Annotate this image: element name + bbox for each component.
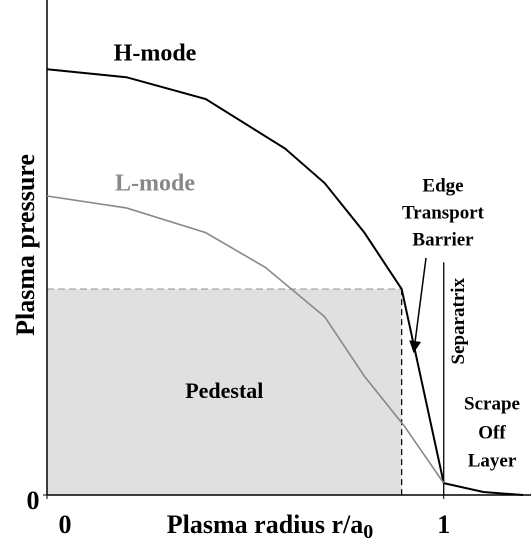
separatrix-label: Separatrix [448,277,469,364]
annotation: Off [478,422,506,443]
pedestal-label: Pedestal [185,378,263,403]
annotation: Barrier [412,229,474,250]
arrow [409,257,427,353]
annotation: Layer [468,450,517,471]
series-label: H-mode [114,41,197,67]
pedestal-region [47,289,402,495]
series-label: L-mode [115,171,195,197]
x-axis-label-main: Plasma radius r/a [167,510,363,539]
x-tick-label: 0 [59,510,72,539]
annotation: Transport [402,202,485,223]
line-series [46,68,524,496]
background-layer [47,288,402,495]
annotation: Scrape [464,393,520,414]
annotation: Edge [422,175,463,196]
y-tick-label: 0 [27,486,40,515]
line-series [46,195,445,484]
y-axis-label: Plasma pressure [11,154,40,336]
x-tick-label: 1 [437,510,450,539]
x-axis-label: Plasma radius r/a0 [167,510,373,543]
x-axis-label-subscript: 0 [363,521,373,543]
